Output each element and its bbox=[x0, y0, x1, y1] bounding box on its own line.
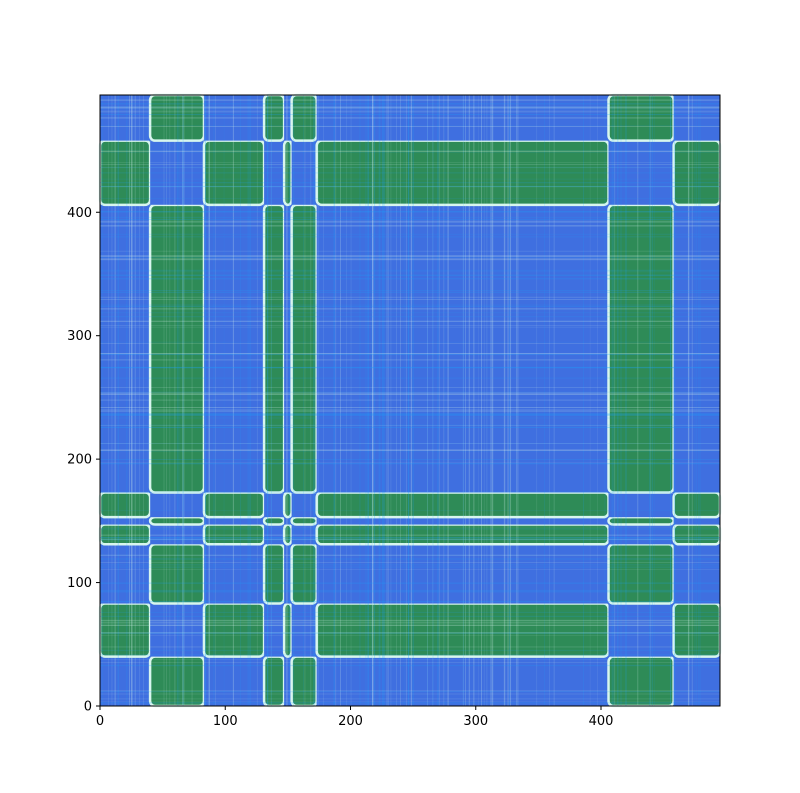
heatmap-cell-high bbox=[202, 523, 266, 546]
x-tick-label: 100 bbox=[213, 714, 238, 729]
heatmap-cell-high bbox=[290, 203, 318, 494]
heatmap-cell-low bbox=[150, 492, 204, 518]
heatmap-cell-high bbox=[315, 602, 610, 658]
heatmap-cell-low bbox=[316, 544, 609, 604]
heatmap-cell-low bbox=[608, 492, 674, 518]
x-axis: 0 100 200 300 400 bbox=[96, 706, 614, 729]
heatmap-cell-low bbox=[100, 204, 151, 493]
heatmap-cell-low bbox=[150, 603, 204, 657]
heatmap-cell-high bbox=[98, 602, 152, 658]
heatmap-cell-high bbox=[98, 523, 152, 546]
x-tick-label: 300 bbox=[463, 714, 488, 729]
y-axis: 0 100 200 300 400 bbox=[67, 206, 100, 715]
y-tick-label: 100 bbox=[67, 576, 92, 591]
heatmap-cell-high bbox=[202, 491, 266, 519]
heatmap-cell-low bbox=[203, 95, 265, 141]
heatmap-cell-high bbox=[290, 515, 318, 526]
heatmap-cell-low bbox=[203, 517, 265, 525]
heatmap-cell-high bbox=[282, 523, 293, 546]
heatmap-cell-high bbox=[672, 602, 722, 658]
heatmap-cell-low bbox=[673, 517, 720, 525]
heatmap-cell-low bbox=[264, 524, 285, 545]
heatmap-cell-low bbox=[100, 544, 151, 604]
heatmap-cell-low bbox=[100, 95, 151, 141]
heatmap-cell-low bbox=[316, 517, 609, 525]
x-tick-label: 0 bbox=[96, 714, 104, 729]
heatmap-cell-low bbox=[150, 140, 204, 205]
heatmap-cell-low bbox=[100, 656, 151, 706]
heatmap-cell-low bbox=[673, 95, 720, 141]
y-tick-label: 400 bbox=[67, 206, 92, 221]
heatmap-cell-high bbox=[202, 602, 266, 658]
heatmap-cell-low bbox=[100, 517, 151, 525]
heatmap-cell-high bbox=[315, 491, 610, 519]
heatmap-cell-low bbox=[284, 656, 292, 706]
heatmap-cell-high bbox=[98, 491, 152, 519]
heatmap-cell-low bbox=[284, 544, 292, 604]
heatmap-cell-low bbox=[673, 204, 720, 493]
texture-stripes bbox=[99, 95, 720, 706]
y-tick-label: 0 bbox=[84, 700, 92, 715]
heatmap-cell-low bbox=[291, 603, 317, 657]
heatmap-cell-low bbox=[291, 492, 317, 518]
heatmap-cell-low bbox=[316, 656, 609, 706]
plot-area bbox=[98, 93, 722, 708]
heatmap-cell-low bbox=[264, 492, 285, 518]
heatmap-cell-high bbox=[290, 543, 318, 605]
heatmap-cell-high bbox=[282, 602, 293, 658]
heatmap-cell-low bbox=[150, 524, 204, 545]
heatmap-cell-low bbox=[284, 95, 292, 141]
heatmap-cell-high bbox=[282, 491, 293, 519]
heatmap-cell-high bbox=[672, 523, 722, 546]
heatmap-cell-low bbox=[284, 517, 292, 525]
heatmap-cell-low bbox=[284, 204, 292, 493]
heatmap-cell-low bbox=[673, 656, 720, 706]
heatmap-cell-low bbox=[316, 204, 609, 493]
heatmap-cell-low bbox=[203, 204, 265, 493]
heatmap-cell-low bbox=[291, 140, 317, 205]
heatmap-cell-low bbox=[264, 140, 285, 205]
heatmap-cell-low bbox=[264, 603, 285, 657]
heatmap-cell-low bbox=[316, 95, 609, 141]
heatmap-cell-low bbox=[608, 603, 674, 657]
heatmap-cell-high bbox=[672, 491, 722, 519]
heatmap-cell-low bbox=[291, 524, 317, 545]
heatmap-cell-low bbox=[608, 524, 674, 545]
heatmap-cell-low bbox=[203, 656, 265, 706]
x-tick-label: 200 bbox=[338, 714, 363, 729]
y-tick-label: 300 bbox=[67, 329, 92, 344]
y-tick-label: 200 bbox=[67, 453, 92, 468]
heatmap-cell-low bbox=[203, 544, 265, 604]
heatmap-cell-high bbox=[315, 523, 610, 546]
heatmap-cell-low bbox=[673, 544, 720, 604]
plot-frame bbox=[99, 94, 721, 707]
x-tick-label: 400 bbox=[589, 714, 614, 729]
heatmap-cell-low bbox=[608, 140, 674, 205]
